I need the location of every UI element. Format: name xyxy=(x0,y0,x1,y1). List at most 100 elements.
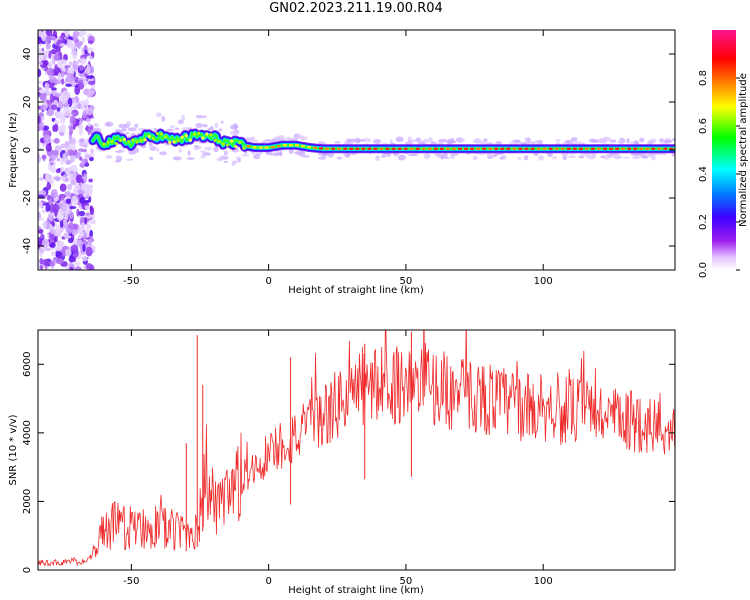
snr-line xyxy=(38,330,675,567)
noise-speckle xyxy=(47,211,54,222)
noise-speckle xyxy=(66,39,73,49)
halo-speckle xyxy=(336,156,342,160)
noise-speckle xyxy=(38,48,43,52)
noise-speckle xyxy=(74,261,80,267)
x-tick-label: -50 xyxy=(123,576,139,587)
halo-speckle xyxy=(319,156,326,161)
noise-speckle xyxy=(62,153,68,162)
noise-speckle xyxy=(45,143,52,152)
halo-speckle xyxy=(115,150,123,153)
noise-speckle xyxy=(62,90,70,100)
noise-speckle xyxy=(49,76,57,84)
halo-speckle xyxy=(633,140,639,145)
snr-panel: -50 0 50 100 0 2000 4000 6000 Height of straig… xyxy=(8,329,676,596)
noise-speckle xyxy=(38,36,42,45)
snr-frame xyxy=(37,329,676,571)
halo-speckle xyxy=(375,155,381,162)
noise-speckle xyxy=(57,72,62,81)
ridge-blob xyxy=(225,143,230,147)
noise-speckle xyxy=(68,138,76,145)
noise-speckle xyxy=(49,226,56,235)
noise-speckle xyxy=(71,49,78,60)
halo-speckle xyxy=(223,160,229,164)
halo-speckle xyxy=(202,152,211,156)
halo-speckle xyxy=(672,137,675,142)
halo-speckle xyxy=(517,157,522,160)
y-tick-label: -40 xyxy=(22,238,33,254)
halo-speckle xyxy=(273,154,280,157)
halo-speckle xyxy=(118,123,126,129)
halo-speckle xyxy=(214,122,219,129)
noise-speckle xyxy=(68,205,77,210)
halo-speckle xyxy=(126,120,132,127)
noise-speckle xyxy=(50,87,57,91)
halo-speckle xyxy=(523,155,529,161)
halo-speckle xyxy=(223,150,228,156)
noise-speckle xyxy=(60,176,65,181)
halo-speckle xyxy=(599,155,605,158)
noise-speckle xyxy=(62,67,67,72)
halo-speckle xyxy=(499,156,504,160)
ridge-blob xyxy=(143,138,147,142)
colorbar-tick-label: 0.2 xyxy=(698,214,709,230)
ridge-blob xyxy=(114,141,118,146)
noise-speckle xyxy=(53,53,61,62)
noise-speckle xyxy=(38,228,44,234)
noise-speckle xyxy=(86,64,91,74)
halo-speckle xyxy=(609,139,617,143)
noise-speckle xyxy=(55,168,61,174)
snr-x-ticks: -50 0 50 100 xyxy=(123,330,553,587)
ridge-blob xyxy=(139,139,143,143)
halo-speckle xyxy=(518,142,527,145)
noise-speckle xyxy=(86,75,95,79)
ridge-blob xyxy=(221,142,225,146)
halo-speckle xyxy=(552,156,557,160)
halo-speckle xyxy=(486,152,496,159)
noise-speckle xyxy=(40,31,47,42)
halo-speckle xyxy=(125,132,130,135)
ridge-blob xyxy=(106,140,110,145)
spectrogram-xlabel: Height of straight line (km) xyxy=(288,285,424,296)
noise-speckle xyxy=(60,202,67,213)
ridge-blob xyxy=(168,140,172,144)
noise-speckle xyxy=(69,266,74,270)
halo-speckle xyxy=(511,140,517,143)
noise-speckle xyxy=(50,251,56,257)
halo-speckle xyxy=(202,123,208,128)
noise-speckle xyxy=(84,49,88,55)
halo-speckle xyxy=(395,136,404,143)
noise-speckle xyxy=(84,216,88,225)
ridge-blob xyxy=(180,135,184,139)
halo-speckle xyxy=(271,138,276,143)
halo-speckle xyxy=(204,146,213,151)
halo-speckle xyxy=(472,155,478,161)
noise-speckle xyxy=(38,200,43,208)
halo-speckle xyxy=(195,115,203,119)
halo-speckle xyxy=(200,155,206,159)
halo-speckle xyxy=(663,139,672,144)
halo-speckle xyxy=(193,145,200,148)
halo-speckle xyxy=(265,139,273,142)
y-tick-label: 2000 xyxy=(22,489,33,514)
noise-speckle xyxy=(72,98,77,109)
halo-speckle xyxy=(408,153,416,157)
noise-speckle xyxy=(46,110,55,116)
noise-speckle xyxy=(46,182,52,191)
noise-speckle xyxy=(53,137,60,144)
noise-speckle xyxy=(44,247,52,252)
halo-speckle xyxy=(178,148,182,153)
noise-speckle xyxy=(57,242,62,250)
halo-speckle xyxy=(181,114,186,121)
halo-speckle xyxy=(600,138,608,142)
noise-speckle xyxy=(42,154,46,162)
noise-speckle xyxy=(82,243,86,253)
halo-speckle xyxy=(277,135,285,139)
halo-speckle xyxy=(213,146,219,152)
halo-speckle xyxy=(637,152,646,156)
colorbar-tick-label: 0.8 xyxy=(698,70,709,86)
halo-speckle xyxy=(207,127,214,131)
halo-speckle xyxy=(570,137,578,142)
x-tick-label: -50 xyxy=(123,276,139,287)
halo-speckle xyxy=(626,138,630,144)
